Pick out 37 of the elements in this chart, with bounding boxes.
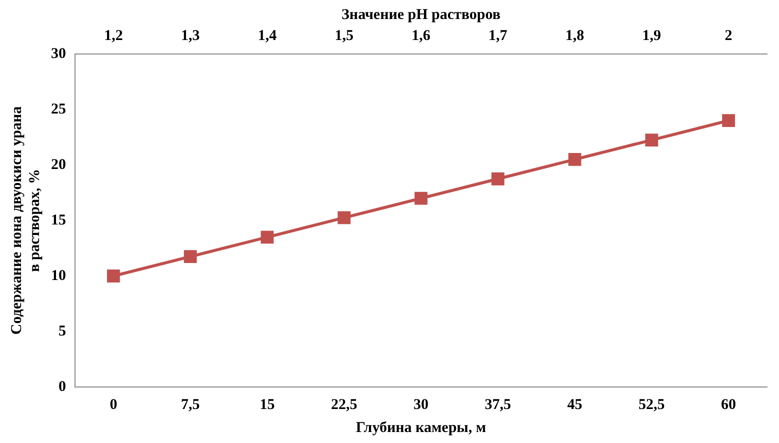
x-tick-label: 30 — [414, 396, 428, 413]
x2-tick-label: 1,4 — [258, 28, 278, 44]
point — [645, 134, 658, 146]
point — [184, 250, 197, 264]
y-tick-label: 15 — [51, 212, 66, 228]
x-tick-label: 15 — [260, 396, 275, 413]
y-tick-label: 20 — [51, 156, 66, 173]
x2-axis-title: Значение pH растворов — [342, 6, 500, 23]
y-axis-title: Содержание иона двуокиси урана в растворах, % — [8, 106, 43, 335]
y-tick-label: 25 — [51, 101, 66, 118]
x2-tick-label: 2 — [724, 28, 732, 44]
point — [491, 172, 504, 186]
x2-tick-label: 1,2 — [104, 28, 123, 44]
point — [106, 270, 120, 282]
y-tick-label: 5 — [58, 323, 66, 340]
x-tick-label: 52,5 — [638, 396, 665, 413]
x-tick-label: 22,5 — [330, 396, 358, 413]
x-tick-label: 7,5 — [180, 396, 200, 413]
x2-tick-label: 1,9 — [642, 28, 662, 44]
y-tick-label: 10 — [51, 268, 66, 284]
point — [338, 211, 351, 224]
x-tick-label: 0 — [110, 396, 118, 413]
point — [414, 192, 428, 205]
x2-tick-label: 1,6 — [412, 28, 431, 44]
x-tick-label: 60 — [721, 396, 736, 413]
x2-tick-label: 1,3 — [180, 28, 200, 44]
y-tick-label: 30 — [51, 46, 66, 62]
x-tick-label: 37,5 — [484, 396, 512, 413]
x2-tick-label: 1,8 — [565, 28, 584, 44]
point — [568, 153, 582, 166]
x-axis-title: Глубина камеры, м — [356, 420, 486, 436]
x2-tick-label: 1,5 — [334, 28, 354, 44]
point — [260, 230, 274, 244]
point — [722, 114, 736, 128]
x2-tick-label: 1,7 — [488, 28, 508, 44]
y-tick-label: 0 — [58, 378, 66, 395]
x-tick-label: 45 — [567, 396, 582, 413]
